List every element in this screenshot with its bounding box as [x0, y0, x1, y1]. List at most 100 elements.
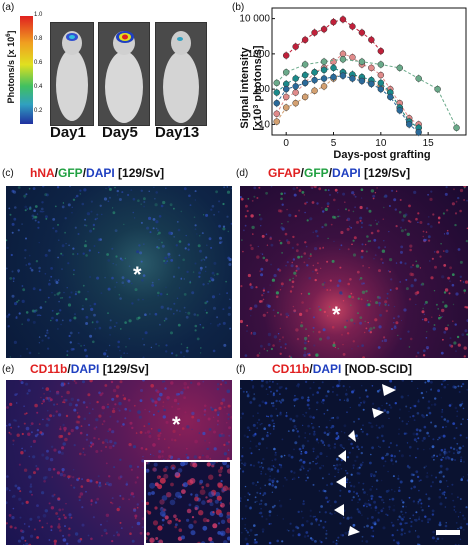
texture-f-cell [406, 442, 409, 444]
day13-label: Day13 [155, 124, 200, 141]
texture-f-cell [246, 426, 250, 430]
texture-e-cell [117, 476, 122, 480]
texture-c-cell [191, 291, 195, 295]
texture-f-cell [351, 447, 354, 449]
texture-d-cell [300, 293, 303, 295]
texture-d-cell [368, 267, 370, 269]
texture-f-cell [316, 401, 319, 404]
texture-f-cell [261, 437, 265, 441]
texture-f-cell [440, 435, 442, 437]
texture-e-cell [12, 494, 16, 498]
texture-f-cell [456, 442, 459, 445]
texture-d-cell [386, 292, 389, 295]
texture-e-inset-cell [211, 464, 215, 468]
texture-c-cell [158, 239, 160, 241]
texture-c-cell [35, 309, 38, 312]
texture-e-cell [156, 390, 160, 394]
texture-d-cell [453, 341, 457, 345]
texture-f-cell [258, 448, 260, 451]
texture-f-cell [345, 469, 347, 472]
texture-e-cell [89, 402, 91, 405]
texture-e-inset-cell [196, 542, 198, 543]
texture-f-cell [305, 479, 307, 482]
texture-e-cell [62, 538, 67, 542]
texture-f-cell [326, 455, 328, 458]
texture-c-cell [41, 210, 43, 213]
texture-f-cell [436, 455, 438, 458]
texture-e-cell [92, 516, 95, 519]
texture-c-cell [186, 270, 189, 274]
texture-e-cell [186, 447, 188, 450]
texture-e-cell [203, 409, 207, 413]
texture-f-cell [322, 526, 325, 529]
texture-d-cell [438, 316, 441, 320]
texture-f-cell [348, 386, 351, 388]
texture-e-cell [40, 396, 42, 399]
texture-f-cell [427, 497, 431, 501]
texture-f-cell [365, 540, 369, 543]
texture-e-inset-cell [163, 473, 169, 479]
texture-f-cell [326, 409, 329, 412]
chart-xtick-label-1: 5 [331, 138, 337, 149]
texture-f-cell [269, 432, 272, 435]
texture-c-cell [107, 312, 109, 314]
texture-f-cell [276, 414, 279, 417]
texture-d-cell [261, 253, 264, 255]
texture-f-cell [417, 502, 420, 505]
texture-e-cell [198, 432, 201, 434]
texture-f-cell [244, 496, 246, 498]
texture-e-cell [164, 387, 167, 390]
texture-e-cell [116, 531, 119, 534]
texture-f-cell [372, 521, 376, 525]
texture-e-inset-cell [181, 535, 185, 540]
texture-f-cell [247, 393, 250, 396]
texture-d-cell [387, 270, 390, 272]
texture-f-cell [400, 395, 404, 399]
texture-f-cell [261, 380, 264, 383]
texture-e-cell [80, 485, 84, 488]
texture-c-cell [32, 215, 36, 219]
texture-f-cell [312, 483, 315, 486]
texture-d-cell [422, 230, 425, 233]
texture-e-cell [228, 426, 232, 430]
texture-d-cell [278, 239, 281, 242]
texture-f-cell [382, 507, 385, 510]
texture-f-cell [408, 530, 411, 533]
texture-c-cell [204, 309, 207, 311]
texture-d-cell [409, 220, 412, 223]
texture-f-cell [316, 462, 319, 464]
texture-d-cell [427, 222, 430, 226]
texture-c-cell [194, 324, 198, 328]
texture-e-cell [6, 487, 9, 491]
texture-e-inset-cell [212, 511, 215, 514]
texture-d-cell [395, 262, 398, 264]
texture-c-cell [83, 224, 86, 227]
texture-f-cell [358, 403, 361, 407]
texture-c-cell [125, 346, 127, 348]
texture-e-cell [57, 515, 59, 518]
texture-f-cell [401, 420, 404, 423]
texture-f-cell [356, 445, 359, 449]
texture-f-cell [337, 468, 340, 471]
series-5-point-7 [339, 72, 347, 79]
texture-e-inset-cell [152, 520, 159, 526]
texture-c-cell [121, 281, 125, 284]
texture-c-cell [223, 343, 227, 347]
texture-f-cell [242, 470, 245, 473]
texture-c-cell [92, 340, 95, 344]
texture-e-cell [50, 529, 53, 532]
texture-f-cell [380, 434, 384, 438]
texture-d-cell [405, 287, 409, 291]
texture-d-cell [448, 292, 451, 295]
texture-f-cell [291, 478, 294, 480]
texture-c-cell [29, 267, 32, 270]
texture-c-cell [61, 319, 64, 322]
texture-e-cell [70, 397, 75, 401]
series-5-line [276, 75, 420, 133]
e-stain-cd11b: CD11b [30, 362, 68, 376]
texture-f-cell [309, 509, 312, 512]
texture-f-cell [241, 517, 244, 520]
texture-f-cell [369, 422, 372, 425]
texture-f-cell [251, 385, 255, 388]
texture-e-cell [27, 389, 31, 393]
